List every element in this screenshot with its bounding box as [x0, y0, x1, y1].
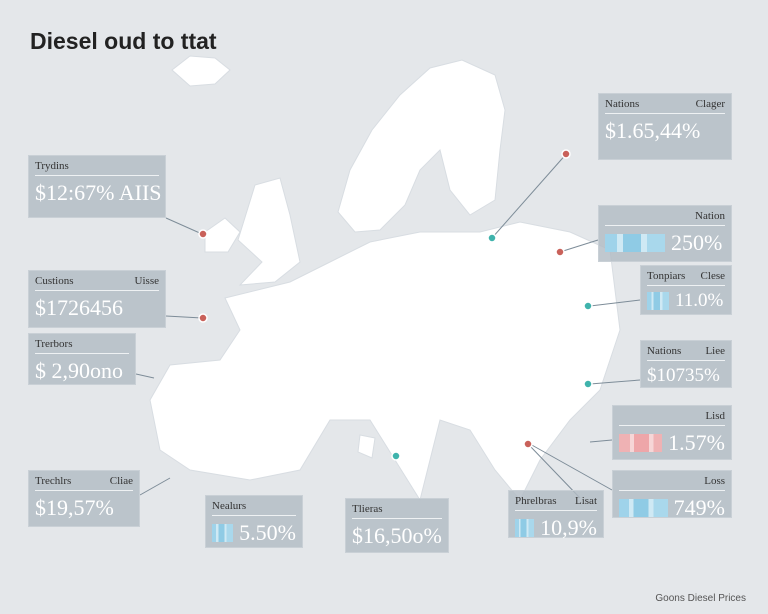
callout: Nations Clager $1.65,44%	[598, 93, 732, 160]
title: Diesel oud to ttat	[30, 28, 217, 54]
label: Tlieras	[352, 503, 383, 515]
callout: Nealurs 5.50%	[205, 495, 303, 548]
label: Tonpiars	[647, 270, 686, 282]
callout: Custions Uisse $1726456	[28, 270, 166, 328]
label: Uisse	[134, 275, 159, 287]
label: Lisat	[575, 495, 597, 507]
label: Lisd	[705, 410, 725, 422]
callout: Trydins $12:67% AIIS	[28, 155, 166, 218]
label: Nealurs	[212, 500, 247, 512]
label: Trerbors	[35, 338, 73, 350]
value: $12:67% AIIS	[35, 180, 162, 205]
sparkline	[647, 292, 669, 310]
label: Custions	[35, 275, 74, 287]
sparkline	[515, 519, 535, 537]
sparkline	[619, 499, 668, 517]
label: Nations	[647, 345, 682, 357]
value: 749%	[673, 495, 725, 520]
callout: Lisd 1.57%	[612, 405, 732, 460]
callout: Trerbors $ 2,90ono	[28, 333, 136, 385]
value: $ 2,90ono	[35, 358, 123, 383]
sparkline	[212, 524, 234, 542]
label: Trechlrs	[35, 475, 72, 487]
value: 10,9%	[540, 515, 597, 540]
value: $1.65,44%	[605, 118, 701, 143]
callout: Phrelbras Lisat 10,9%	[508, 490, 604, 540]
callout: Trechlrs Cliae $19,57%	[28, 470, 140, 527]
footer: Goons Diesel Prices	[655, 593, 746, 604]
label: Liee	[705, 345, 725, 357]
label: Trydins	[35, 160, 69, 172]
callout: Nations Liee $10735%	[640, 340, 732, 388]
sparkline	[605, 234, 665, 252]
value: 250%	[671, 230, 723, 255]
label: Nation	[695, 210, 725, 222]
sparkline	[619, 434, 663, 452]
value: $1726456	[35, 295, 123, 320]
value: $10735%	[647, 365, 720, 386]
label: Phrelbras	[515, 495, 557, 507]
value: 11.0%	[675, 290, 724, 311]
callout: Loss 749%	[612, 470, 732, 520]
callout: Tonpiars Clese 11.0%	[640, 265, 732, 315]
value: 5.50%	[239, 520, 296, 545]
value: 1.57%	[668, 430, 725, 455]
label: Cliae	[109, 475, 133, 487]
callout: Tlieras $16,50o%	[345, 498, 449, 553]
label: Nations	[605, 98, 640, 110]
value: $19,57%	[35, 495, 114, 520]
label: Clese	[700, 270, 725, 282]
callout: Nation 250%	[598, 205, 732, 262]
label: Loss	[704, 475, 725, 487]
value: $16,50o%	[352, 523, 442, 548]
label: Clager	[695, 98, 725, 110]
